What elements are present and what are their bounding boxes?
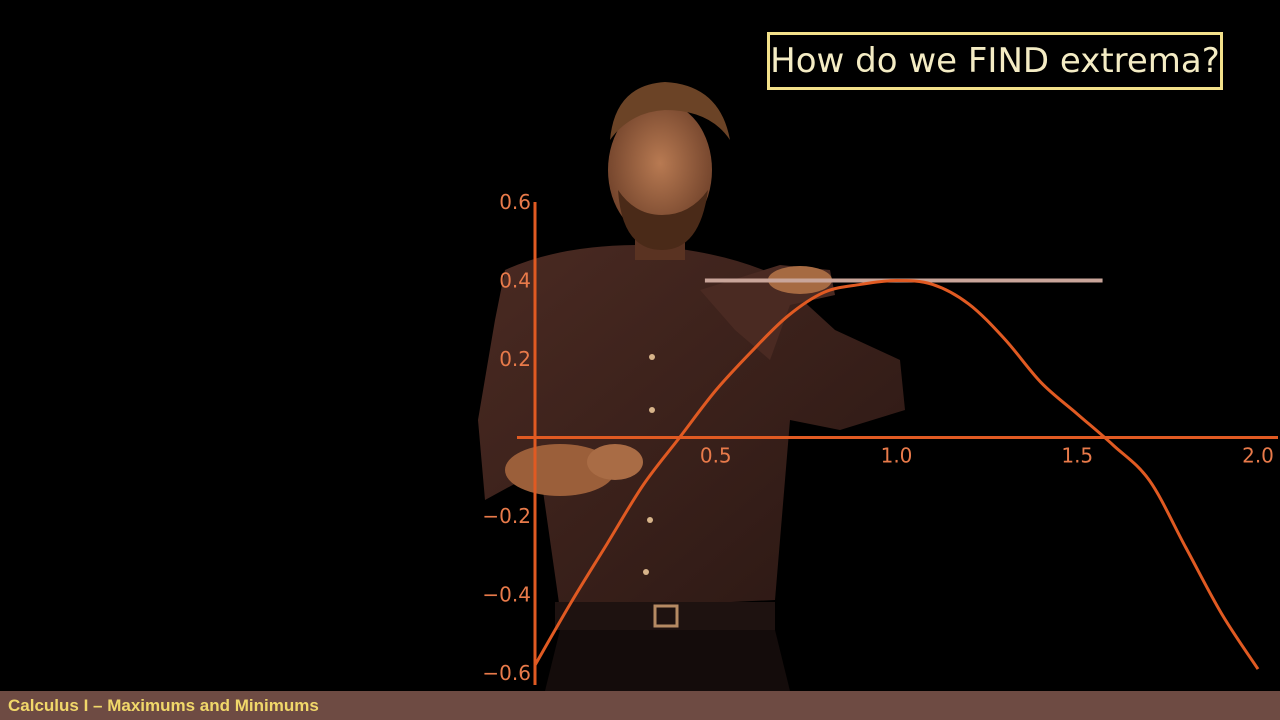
left-hand — [505, 444, 615, 496]
slide-title: How do we FIND extrema? — [770, 41, 1220, 81]
head — [608, 102, 712, 238]
y-tick-label: −0.2 — [482, 504, 531, 528]
x-tick-label: 1.5 — [1061, 444, 1093, 468]
course-title: Calculus I – Maximums and Minimums — [8, 696, 319, 715]
shirt-button — [649, 407, 655, 413]
y-tick-label: 0.6 — [499, 190, 531, 214]
right-hand — [587, 444, 643, 480]
trousers — [545, 630, 790, 691]
belt-buckle — [653, 604, 679, 628]
y-tick-label: −0.4 — [482, 583, 531, 607]
x-tick-label: 1.0 — [881, 444, 913, 468]
y-tick-label: 0.4 — [499, 269, 531, 293]
y-tick-labels: 0.6 0.4 0.2 −0.2 −0.4 −0.6 — [482, 190, 531, 685]
x-tick-labels: 0.5 1.0 1.5 2.0 — [700, 444, 1274, 468]
shirt-button — [647, 517, 653, 523]
shirt-button — [643, 569, 649, 575]
x-tick-label: 2.0 — [1242, 444, 1274, 468]
x-tick-label: 0.5 — [700, 444, 732, 468]
shirt — [478, 245, 905, 610]
slide-title-box: How do we FIND extrema? — [767, 32, 1223, 90]
beard — [618, 190, 708, 250]
function-curve — [533, 278, 1260, 670]
function-graph: 0.5 1.0 1.5 2.0 0.6 0.4 0.2 −0.2 −0.4 −0.6 — [482, 190, 1278, 685]
y-tick-label: −0.6 — [482, 661, 531, 685]
footer-bar: Calculus I – Maximums and Minimums — [0, 691, 1280, 720]
shirt-button — [649, 354, 655, 360]
presenter-figure — [478, 82, 905, 691]
y-tick-label: 0.2 — [499, 347, 531, 371]
hair — [610, 82, 730, 140]
